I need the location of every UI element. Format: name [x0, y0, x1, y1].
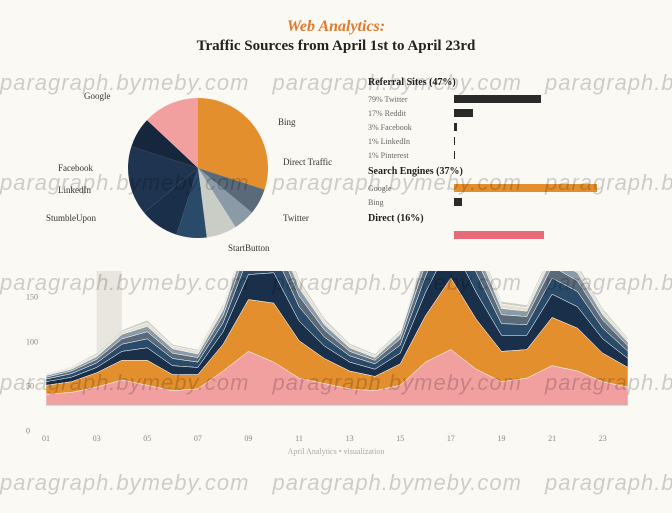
- side-bar-row: 79% Twitter: [368, 92, 644, 106]
- side-bar: [454, 95, 541, 103]
- area-x-tick: 13: [346, 434, 354, 443]
- side-bar: [454, 184, 597, 192]
- side-bar-label: 79% Twitter: [368, 95, 448, 104]
- area-x-tick: 23: [599, 434, 607, 443]
- side-bar-row: 3% Facebook: [368, 120, 644, 134]
- side-bar-row: 17% Reddit: [368, 106, 644, 120]
- side-bar: [454, 137, 455, 145]
- title-accent: Web Analytics:: [28, 18, 644, 36]
- area-chart: 01 03 05 07 09 11 13 15 17 19 21 23 0 50 100 150: [28, 271, 644, 441]
- side-bar-label: Google: [368, 184, 448, 193]
- side-bar-row: 1% LinkedIn: [368, 134, 644, 148]
- area-x-tick: 15: [396, 434, 404, 443]
- pie-slice-label: Bing: [278, 117, 296, 127]
- side-bar: [454, 151, 455, 159]
- area-y-tick: 50: [26, 382, 34, 391]
- side-bar-label: 1% Pinterest: [368, 151, 448, 160]
- title-main: Traffic Sources from April 1st to April …: [28, 38, 644, 55]
- side-bar-row: [368, 228, 644, 242]
- pie-slice-label: LinkedIn: [58, 185, 91, 195]
- side-bar-label: 3% Facebook: [368, 123, 448, 132]
- side-group-title: Direct (16%): [368, 213, 644, 224]
- pie-slice-label: Direct Traffic: [283, 157, 332, 167]
- pie-slice-label: StartButton: [228, 243, 270, 253]
- side-bar-row: 1% Pinterest: [368, 148, 644, 162]
- side-bar: [454, 109, 473, 117]
- side-group-title: Referral Sites (47%): [368, 77, 644, 88]
- area-x-tick: 07: [194, 434, 202, 443]
- watermark-text: paragraph.bymeby.com paragraph.bymeby.co…: [0, 470, 672, 496]
- area-x-tick: 17: [447, 434, 455, 443]
- side-bar-label: 1% LinkedIn: [368, 137, 448, 146]
- pie-slice-label: Twitter: [283, 213, 309, 223]
- side-bars: Referral Sites (47%) 79% Twitter 17% Reddi…: [368, 73, 644, 263]
- area-x-tick: 03: [93, 434, 101, 443]
- side-bar-label: 17% Reddit: [368, 109, 448, 118]
- footnote: April Analytics • visualization: [28, 447, 644, 456]
- area-y-tick: 0: [26, 427, 30, 436]
- side-bar-row: Bing: [368, 195, 644, 209]
- side-bar: [454, 231, 544, 239]
- pie-slice-label: StumbleUpon: [46, 213, 96, 223]
- side-bar: [454, 123, 457, 131]
- area-x-tick: 11: [295, 434, 303, 443]
- area-y-tick: 100: [26, 337, 38, 346]
- area-x-tick: 09: [244, 434, 252, 443]
- side-bar: [454, 198, 462, 206]
- area-x-tick: 21: [548, 434, 556, 443]
- side-bar-row: Google: [368, 181, 644, 195]
- pie-slice-label: Facebook: [58, 163, 93, 173]
- area-x-tick: 01: [42, 434, 50, 443]
- side-group-title: Search Engines (37%): [368, 166, 644, 177]
- area-y-tick: 150: [26, 293, 38, 302]
- pie-slice-label: Google: [84, 91, 111, 101]
- area-x-tick: 05: [143, 434, 151, 443]
- pie-chart: Google Facebook LinkedIn StumbleUpon StartBu…: [28, 73, 358, 263]
- area-x-tick: 19: [497, 434, 505, 443]
- side-bar-label: Bing: [368, 198, 448, 207]
